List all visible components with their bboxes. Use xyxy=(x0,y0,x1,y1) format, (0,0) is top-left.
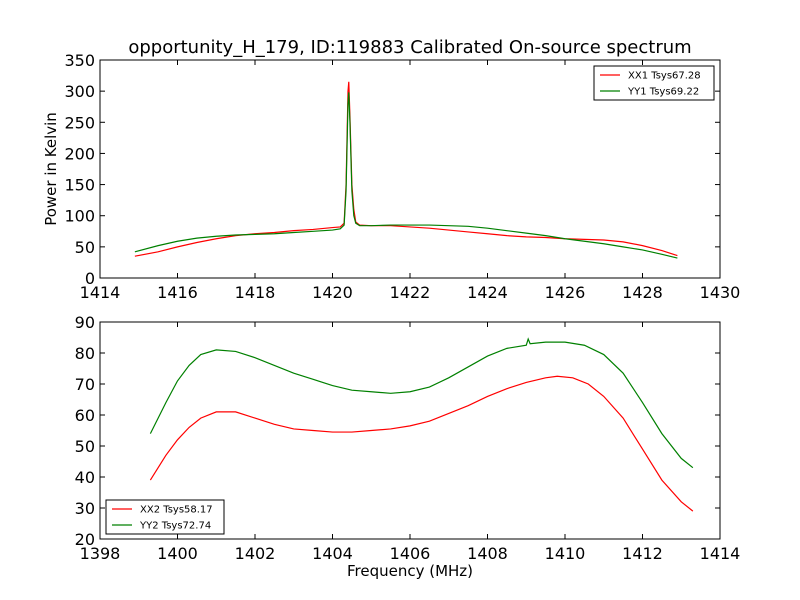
y-tick-label: 40 xyxy=(75,468,95,487)
y-tick-label: 300 xyxy=(64,82,95,101)
y-tick-label: 70 xyxy=(75,375,95,394)
series-line-1-1 xyxy=(149,337,694,469)
x-tick-label: 1402 xyxy=(235,544,276,563)
y-tick-label: 90 xyxy=(75,313,95,332)
x-tick-label: 1418 xyxy=(235,283,276,302)
y-tick-label: 100 xyxy=(64,207,95,226)
x-tick-label: 1420 xyxy=(312,283,353,302)
series-line-1-0 xyxy=(149,375,694,512)
x-tick-label: 1426 xyxy=(545,283,586,302)
legend-entry: YY2 Tsys72.74 xyxy=(139,521,211,532)
y-tick-label: 30 xyxy=(75,499,95,518)
x-axis-label: Frequency (MHz) xyxy=(347,562,473,580)
x-tick-label: 1416 xyxy=(157,283,198,302)
x-tick-label: 1414 xyxy=(80,283,121,302)
figure-title: opportunity_H_179, ID:119883 Calibrated … xyxy=(128,37,691,58)
x-tick-label: 1424 xyxy=(467,283,508,302)
x-tick-label: 1404 xyxy=(312,544,353,563)
x-tick-label: 1400 xyxy=(157,544,198,563)
y-axis-label: Power in Kelvin xyxy=(42,112,60,226)
legend-entry: XX1 Tsys67.28 xyxy=(628,71,701,82)
bottom-spectrum-plot: 1398 1400 1402 1404 1406 1408 1410 1412 1414 20 30… xyxy=(75,313,741,580)
series-line-0-1 xyxy=(134,92,678,259)
y-tick-label: 350 xyxy=(64,51,95,70)
y-tick-label: 80 xyxy=(75,344,95,363)
x-tick-label: 1430 xyxy=(700,283,741,302)
y-tick-label: 0 xyxy=(85,269,95,288)
legend-box xyxy=(105,499,225,535)
x-tick-label: 1414 xyxy=(700,544,741,563)
series-line-0-0 xyxy=(134,81,678,257)
x-tick-label: 1422 xyxy=(390,283,431,302)
legend-box xyxy=(593,65,715,101)
y-tick-label: 20 xyxy=(75,530,95,549)
x-tick-label: 1398 xyxy=(80,544,121,563)
x-tick-label: 1428 xyxy=(622,283,663,302)
legend-entry: XX2 Tsys58.17 xyxy=(140,505,213,516)
y-tick-label: 150 xyxy=(64,176,95,195)
y-tick-label: 200 xyxy=(64,144,95,163)
legend-entry: YY1 Tsys69.22 xyxy=(627,87,699,98)
x-tick-label: 1412 xyxy=(622,544,663,563)
x-tick-label: 1408 xyxy=(467,544,508,563)
top-spectrum-plot: 1414 1416 1418 1420 1422 1424 1426 1428 1430 0 50 1… xyxy=(42,51,740,302)
y-tick-label: 50 xyxy=(75,238,95,257)
x-tick-label: 1410 xyxy=(545,544,586,563)
y-tick-label: 60 xyxy=(75,406,95,425)
y-tick-label: 250 xyxy=(64,113,95,132)
y-tick-label: 50 xyxy=(75,437,95,456)
x-tick-label: 1406 xyxy=(390,544,431,563)
